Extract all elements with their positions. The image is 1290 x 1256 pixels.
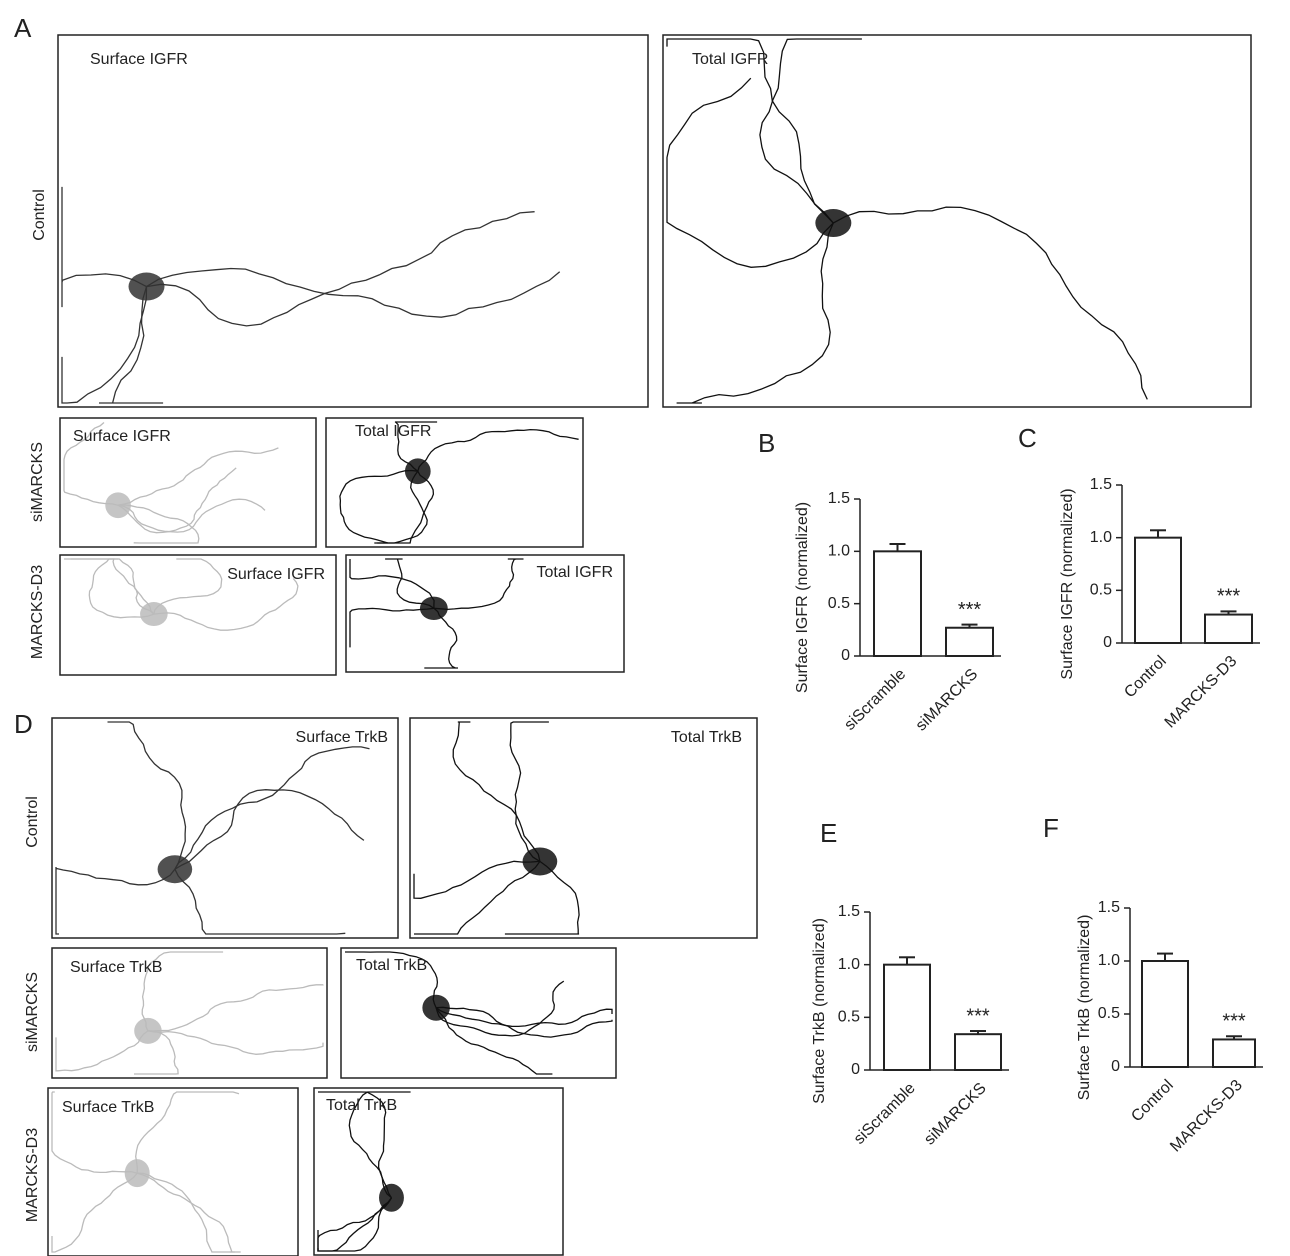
y-tick-label: 1.0 xyxy=(1090,529,1112,546)
y-tick-label: 1.5 xyxy=(1090,476,1112,493)
cell-body xyxy=(405,458,431,484)
y-tick-label: 1.0 xyxy=(828,543,850,560)
figure: A Control Surface IGFR Total IGFR siMARCKS Su… xyxy=(0,0,1290,1256)
y-tick-label: 1.5 xyxy=(1098,899,1120,916)
y-tick-label: 0 xyxy=(1111,1058,1120,1075)
row-label: MARCKS-D3 xyxy=(29,565,46,659)
y-axis-label: Surface TrkB (normalized) xyxy=(1076,915,1093,1101)
image-label: Surface TrkB xyxy=(62,1099,154,1116)
y-axis-label: Surface IGFR (normalized) xyxy=(794,502,811,693)
y-tick-label: 0 xyxy=(1103,634,1112,651)
image-frame xyxy=(663,35,1251,407)
image-label: Surface IGFR xyxy=(90,51,188,68)
image-label: Total TrkB xyxy=(671,729,742,746)
image-label: Surface TrkB xyxy=(70,959,162,976)
row-label: Control xyxy=(24,796,41,848)
bar xyxy=(874,551,921,656)
y-tick-label: 1.5 xyxy=(828,490,850,507)
cell-body xyxy=(523,847,558,875)
cell-body xyxy=(105,492,131,518)
panel-letter: F xyxy=(1043,813,1059,843)
x-tick-label: MARCKS-D3 xyxy=(1167,1077,1246,1156)
bar xyxy=(1135,538,1181,643)
y-tick-label: 0 xyxy=(851,1061,860,1078)
row-label: siMARCKS xyxy=(24,972,41,1052)
bar xyxy=(955,1034,1001,1070)
cell-body xyxy=(140,602,168,626)
x-tick-label: Control xyxy=(1121,653,1170,702)
y-tick-label: 0.5 xyxy=(1098,1005,1120,1022)
x-tick-label: siScramble xyxy=(841,666,909,734)
bar xyxy=(884,965,930,1070)
y-tick-label: 0.5 xyxy=(1090,582,1112,599)
y-axis-label: Surface IGFR (normalized) xyxy=(1059,488,1076,679)
significance: *** xyxy=(966,1005,990,1027)
bar xyxy=(946,628,993,656)
cell-body xyxy=(129,273,165,301)
bar xyxy=(1205,615,1252,643)
y-tick-label: 1.0 xyxy=(838,956,860,973)
image-frame xyxy=(410,718,757,938)
image-frame xyxy=(52,718,398,938)
image-label: Total TrkB xyxy=(326,1097,397,1114)
row-label: siMARCKS xyxy=(29,442,46,522)
image-label: Total IGFR xyxy=(692,51,768,68)
panel-letter: D xyxy=(14,709,33,739)
panel-letter: A xyxy=(14,13,32,43)
panel-letter: E xyxy=(820,818,837,848)
y-tick-label: 1.0 xyxy=(1098,952,1120,969)
image-label: Total IGFR xyxy=(537,564,613,581)
y-tick-label: 1.5 xyxy=(838,903,860,920)
image-label: Surface TrkB xyxy=(296,729,388,746)
row-label: MARCKS-D3 xyxy=(24,1128,41,1222)
significance: *** xyxy=(958,599,982,621)
significance: *** xyxy=(1217,586,1241,608)
cell-body xyxy=(134,1018,162,1044)
cell-body xyxy=(125,1159,150,1187)
y-tick-label: 0 xyxy=(841,647,850,664)
image-label: Surface IGFR xyxy=(227,566,325,583)
panel-letter: B xyxy=(758,428,775,458)
x-tick-label: MARCKS-D3 xyxy=(1162,653,1241,732)
x-tick-label: siScramble xyxy=(851,1080,919,1148)
row-label: Control xyxy=(31,189,48,241)
y-tick-label: 0.5 xyxy=(838,1009,860,1026)
x-tick-label: siMARCKS xyxy=(921,1080,990,1149)
image-frame xyxy=(58,35,648,407)
bar xyxy=(1142,961,1188,1067)
x-tick-label: Control xyxy=(1128,1077,1177,1126)
bar xyxy=(1213,1039,1255,1067)
image-label: Surface IGFR xyxy=(73,428,171,445)
image-label: Total IGFR xyxy=(355,423,431,440)
x-tick-label: siMARCKS xyxy=(913,666,982,735)
cell-body xyxy=(420,597,448,620)
significance: *** xyxy=(1222,1011,1246,1033)
cell-body xyxy=(815,209,851,237)
y-axis-label: Surface TrkB (normalized) xyxy=(811,918,828,1104)
panel-letter: C xyxy=(1018,423,1037,453)
cell-body xyxy=(158,855,193,883)
cell-body xyxy=(379,1184,404,1212)
y-tick-label: 0.5 xyxy=(828,595,850,612)
image-label: Total TrkB xyxy=(356,957,427,974)
cell-body xyxy=(422,995,450,1021)
